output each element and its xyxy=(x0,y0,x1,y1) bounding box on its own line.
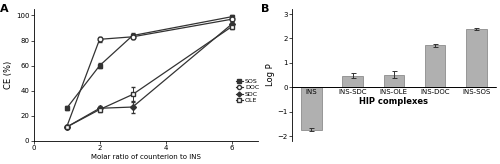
X-axis label: Molar ratio of counterion to INS: Molar ratio of counterion to INS xyxy=(91,154,200,160)
Y-axis label: Log P: Log P xyxy=(266,64,274,86)
Bar xyxy=(384,75,404,87)
Text: B: B xyxy=(261,4,270,14)
Legend: SOS, DOC, SDC, OLE: SOS, DOC, SDC, OLE xyxy=(236,79,260,103)
Bar xyxy=(424,45,446,87)
Bar xyxy=(466,29,486,87)
X-axis label: HIP complexes: HIP complexes xyxy=(360,97,428,106)
Text: A: A xyxy=(0,4,8,14)
Y-axis label: CE (%): CE (%) xyxy=(4,61,13,89)
Bar xyxy=(301,87,322,130)
Bar xyxy=(342,76,363,87)
